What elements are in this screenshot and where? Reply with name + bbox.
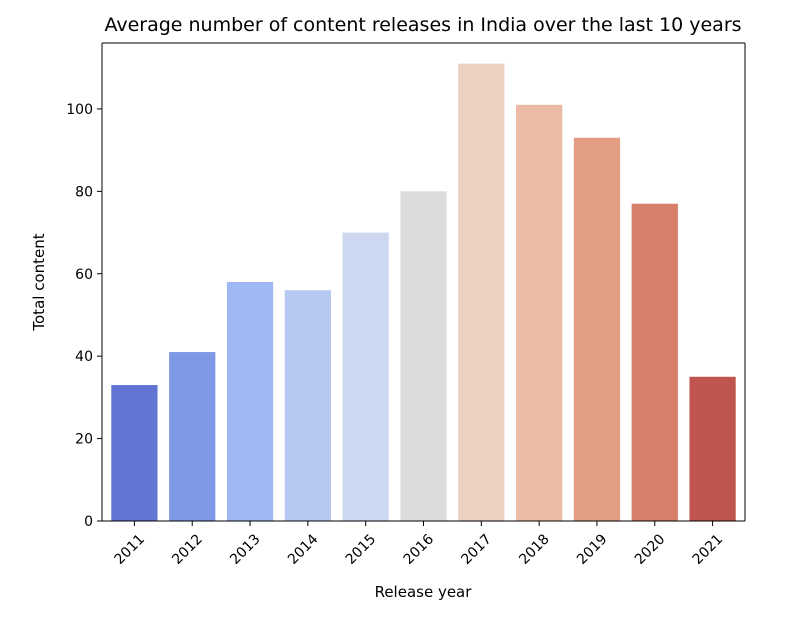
bar-2021 <box>689 376 736 521</box>
y-tick-label: 0 <box>84 514 93 530</box>
y-axis-label: Total content <box>30 233 48 331</box>
y-tick-label: 20 <box>75 432 93 448</box>
x-tick-label: 2013 <box>227 531 264 568</box>
y-ticks-group: 0 20 40 60 80 100 <box>66 102 102 530</box>
x-tick-label: 2021 <box>690 531 727 568</box>
bar-2018 <box>516 104 563 521</box>
bar-2020 <box>631 203 678 521</box>
x-tick-label: 2014 <box>285 531 322 568</box>
x-tick-label: 2016 <box>401 531 438 568</box>
x-ticks-group: 2011 2012 2013 2014 2015 2016 2017 2018 2019 2020… <box>112 521 727 568</box>
bar-2011 <box>111 385 158 521</box>
x-tick-label: 2011 <box>112 531 149 568</box>
x-tick-label: 2020 <box>632 531 669 568</box>
bar-2015 <box>342 232 389 522</box>
x-tick-label: 2017 <box>458 531 495 568</box>
bar-2014 <box>284 290 331 521</box>
bar-2013 <box>226 282 274 521</box>
y-tick-label: 80 <box>75 184 93 200</box>
bar-2019 <box>573 137 621 521</box>
bar-2017 <box>458 63 505 521</box>
y-tick-label: 60 <box>75 267 93 283</box>
x-tick-label: 2015 <box>343 531 380 568</box>
chart-title: Average number of content releases in In… <box>104 14 741 36</box>
x-tick-label: 2018 <box>516 531 553 568</box>
bar-2012 <box>169 352 216 521</box>
x-axis-label: Release year <box>375 583 473 601</box>
y-tick-label: 100 <box>66 102 93 118</box>
x-tick-label: 2012 <box>169 531 206 568</box>
bar-2016 <box>400 191 447 521</box>
y-tick-label: 40 <box>75 349 93 365</box>
x-tick-label: 2019 <box>574 531 611 568</box>
bars-group <box>111 63 736 522</box>
